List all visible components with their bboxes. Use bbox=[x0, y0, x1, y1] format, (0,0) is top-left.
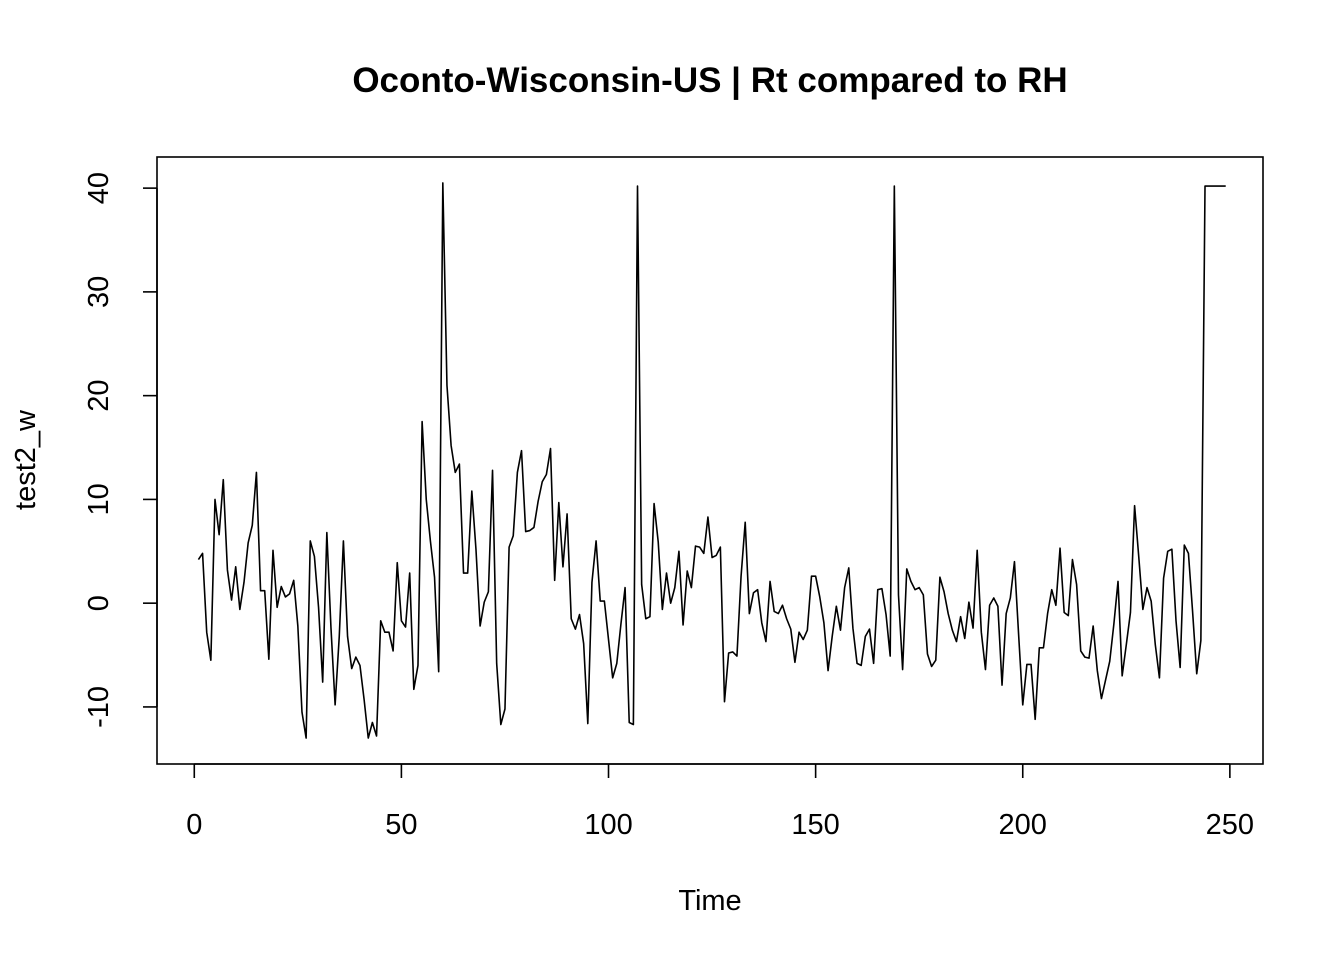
x-tick-label: 0 bbox=[186, 809, 202, 841]
y-axis: -10 0 10 20 30 40 bbox=[83, 172, 158, 728]
chart-title: Oconto-Wisconsin-US | Rt compared to RH bbox=[352, 61, 1067, 100]
y-axis-label: test2_w bbox=[10, 409, 42, 510]
x-tick-label: 250 bbox=[1206, 809, 1254, 841]
y-tick-label: -10 bbox=[83, 686, 115, 728]
y-tick-label: 10 bbox=[83, 483, 115, 515]
x-tick-label: 50 bbox=[385, 809, 417, 841]
x-axis: 0 50 100 150 200 250 bbox=[186, 763, 1254, 841]
x-tick-label: 150 bbox=[791, 809, 839, 841]
y-tick-label: 0 bbox=[83, 595, 115, 611]
x-tick-label: 200 bbox=[999, 809, 1047, 841]
y-tick-label: 20 bbox=[83, 380, 115, 412]
x-axis-label: Time bbox=[678, 885, 741, 917]
y-tick-label: 30 bbox=[83, 276, 115, 308]
y-tick-label: 40 bbox=[83, 172, 115, 204]
x-tick-label: 100 bbox=[584, 809, 632, 841]
series-line bbox=[197, 182, 1226, 739]
